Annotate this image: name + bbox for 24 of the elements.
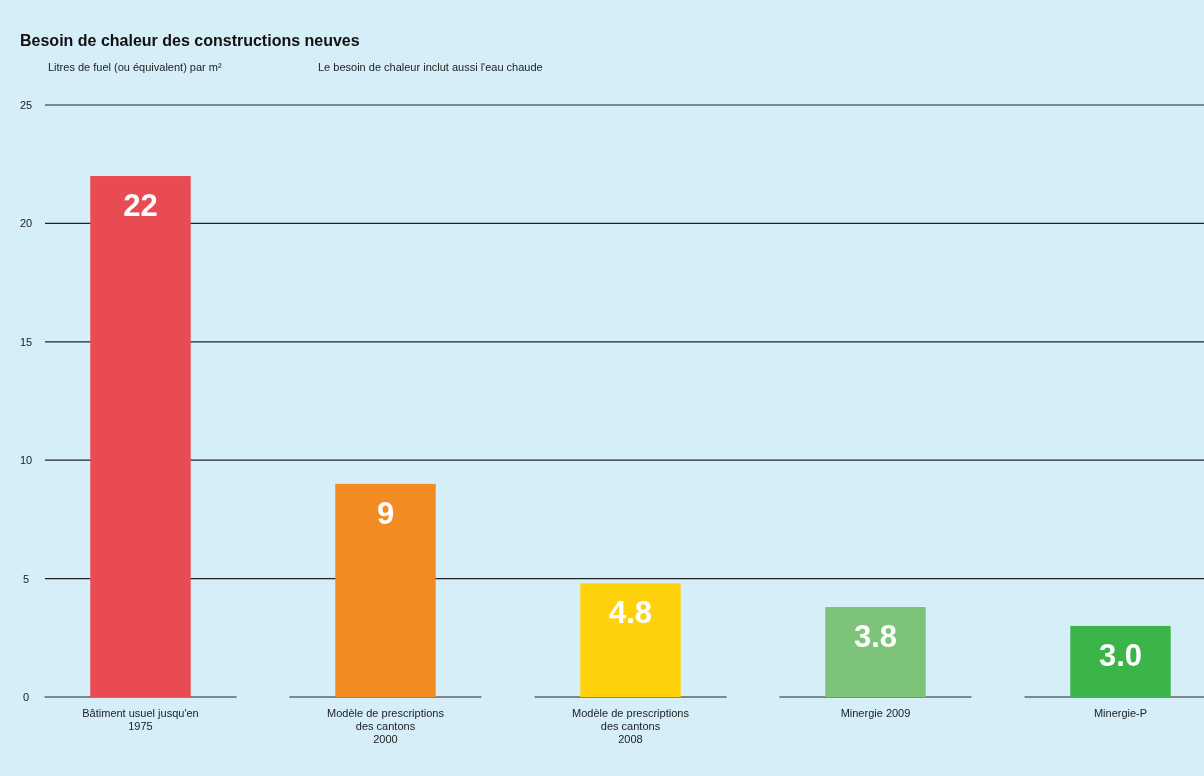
x-tick-label: Bâtiment usuel jusqu'en 1975 [82,707,199,732]
bar [825,607,926,697]
y-tick-label: 20 [19,217,33,230]
y-tick-label: 5 [22,572,30,585]
bar [335,483,436,697]
text: Le besoin de chaleur inclut aussi l'eau chaude [318,61,543,73]
chart-title: Besoin de chaleur des constructions neuves [20,32,360,49]
bar [1070,625,1171,697]
x-tick-label: Modèle de prescriptions des cantons 2000 [327,707,445,745]
y-tick-label: 0 [22,691,30,703]
data-label: 4.8 [608,595,653,631]
x-tick-label: Minergie 2009 [840,707,911,719]
x-tick-label: Modèle de prescriptions des cantons 2008 [572,707,690,745]
data-label: 9 [376,495,395,531]
y-tick-label: 10 [19,454,33,467]
y-tick-label: 25 [19,99,33,111]
bar [90,176,191,697]
data-label: 3.8 [853,619,898,655]
data-label: 3.0 [1098,637,1143,673]
x-tick-label: Minergie-P [1093,707,1148,719]
y-tick-label: 15 [19,335,33,348]
y-axis-title: Litres de fuel (ou équivalent) par m² [48,61,222,73]
data-label: 22 [123,188,158,224]
bar [580,583,681,697]
